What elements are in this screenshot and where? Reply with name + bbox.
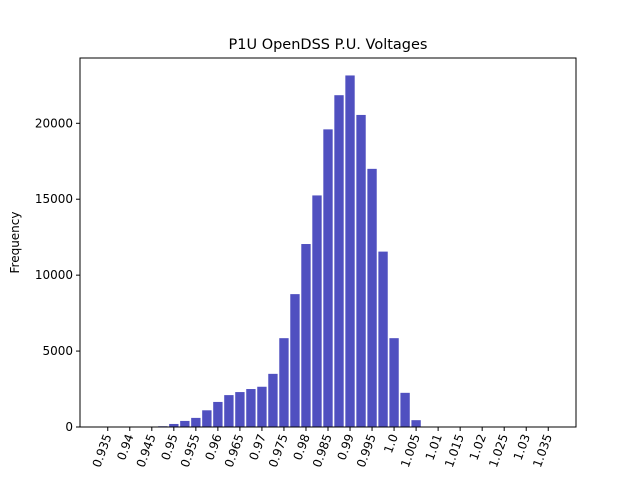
x-tick-label: 0.94 [114,432,136,462]
y-axis: 0 5000 10000 15000 20000 [35,116,80,434]
plot-frame [79,57,577,428]
x-tick-label: 0.96 [202,432,224,462]
histogram-bar [389,338,399,427]
histogram-bar [169,423,179,427]
x-tick-label: 0.95 [158,432,180,462]
histogram-bar [411,420,421,427]
bars-group [158,75,421,428]
x-tick-label: 0.985 [310,432,335,469]
x-tick-label: 0.98 [291,432,313,462]
y-tick-label: 0 [65,420,73,434]
x-tick-label: 1.035 [530,432,555,469]
y-tick-label: 5000 [42,344,73,358]
y-axis-label: Frequency [8,212,22,274]
histogram-bar [367,168,377,427]
x-tick-label: 0.945 [134,432,159,469]
x-tick-label: 1.005 [398,432,423,469]
histogram-bar [400,392,410,427]
y-tick-label: 10000 [35,268,73,282]
histogram-bar [345,75,355,428]
x-tick-label: 1.025 [486,432,511,469]
histogram-bar [323,129,333,427]
histogram-bar [213,401,223,427]
x-tick-label: 1.0 [381,432,401,455]
y-tick-label: 15000 [35,192,73,206]
histogram-bar [257,386,267,427]
histogram-bar [235,392,245,427]
histogram-bar [378,251,388,427]
x-tick-label: 1.015 [442,432,467,469]
histogram-bar [312,195,322,427]
x-tick-label: 0.935 [90,432,115,469]
x-axis: 0.935 0.940.945 0.950.955 0.960.965 0.970.97… [90,427,555,469]
histogram-bar [180,420,190,427]
x-tick-label: 0.995 [354,432,379,469]
histogram-bar [334,95,344,427]
x-tick-label: 0.955 [178,432,203,469]
histogram-bar [224,395,234,427]
x-tick-label: 1.02 [467,432,489,462]
x-tick-label: 0.99 [335,432,357,462]
x-tick-label: 1.03 [511,432,533,462]
chart-title: P1U OpenDSS P.U. Voltages [229,37,428,53]
histogram-bar [202,410,212,427]
histogram-bar [191,417,201,427]
x-tick-label: 0.975 [266,432,291,469]
x-tick-label: 0.965 [222,432,247,469]
histogram-bar [290,294,300,427]
histogram-bar [279,338,289,427]
histogram-bar [268,373,278,427]
histogram-bar [246,389,256,427]
x-tick-label: 0.97 [246,432,268,462]
x-tick-label: 1.01 [423,432,445,462]
histogram-bar [301,244,311,427]
y-tick-label: 20000 [35,116,73,130]
histogram-bar [356,114,366,427]
